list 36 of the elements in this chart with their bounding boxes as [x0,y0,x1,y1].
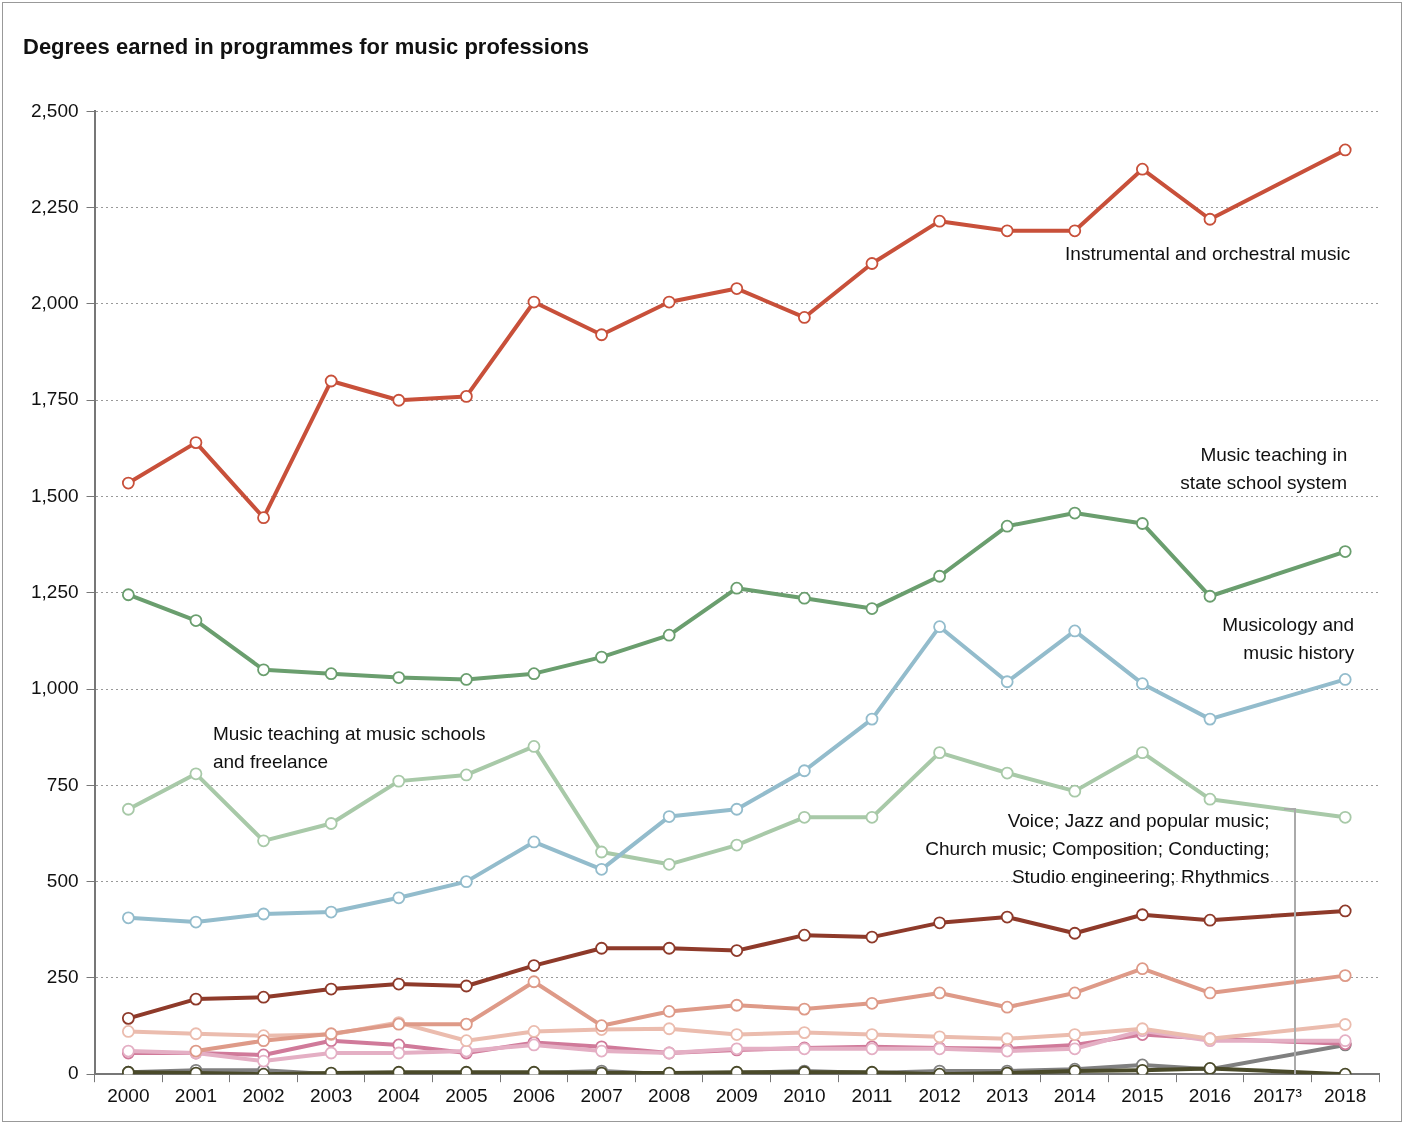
text: Music teaching in state school system [1180,443,1348,493]
y-tick-label: 1,250 [31,581,79,603]
chart-title: Degrees earned in programmes for music professions [23,34,590,60]
x-tick-label: 2002 [242,1084,285,1106]
series-label: Musicology and music history [1222,614,1355,664]
series-label: Instrumental and orchestral music [1065,242,1351,264]
x-tick-label: 2005 [445,1084,488,1106]
y-tick-label: 1,750 [31,388,79,410]
series-label: Music teaching at music schools and freelance [212,722,486,772]
x-tick-label: 2009 [715,1084,758,1106]
annotation: Voice; Jazz and popular music; Church music; Composition; Conducting; Studio engineering; Rhythmics [925,810,1270,888]
x-tick-label: 2016 [1188,1084,1232,1106]
x-tick-label: 2011 [851,1084,893,1106]
x-tick-label: 2015 [1121,1084,1164,1106]
y-tick-label: 0 [67,1062,79,1084]
y-tick-label: 250 [46,966,79,988]
x-tick-label: 2010 [783,1084,826,1106]
y-tick-label: 2,000 [31,292,79,314]
y-tick-label: 1,000 [31,677,79,699]
x-tick-label: 2001 [174,1084,218,1106]
x-tick-label: 2018 [1324,1084,1367,1106]
x-tick-label: 2007 [580,1084,623,1106]
x-tick-label: 2012 [918,1084,961,1106]
y-tick-label: 2,250 [31,195,79,217]
x-tick-label: 2006 [512,1084,556,1106]
y-tick-label: 750 [46,773,79,795]
x-tick-label: 2017³ [1253,1084,1302,1106]
x-tick-label: 2008 [648,1084,691,1106]
y-tick-label: 500 [46,869,79,891]
y-tick-label: 1,500 [31,484,79,506]
x-tick-label: 2004 [377,1084,421,1106]
y-tick-label: 2,500 [31,99,79,121]
x-tick-label: 2013 [986,1084,1029,1106]
x-tick-label: 2014 [1053,1084,1097,1106]
x-tick-label: 2003 [310,1084,353,1106]
x-tick-label: 2000 [107,1084,150,1106]
